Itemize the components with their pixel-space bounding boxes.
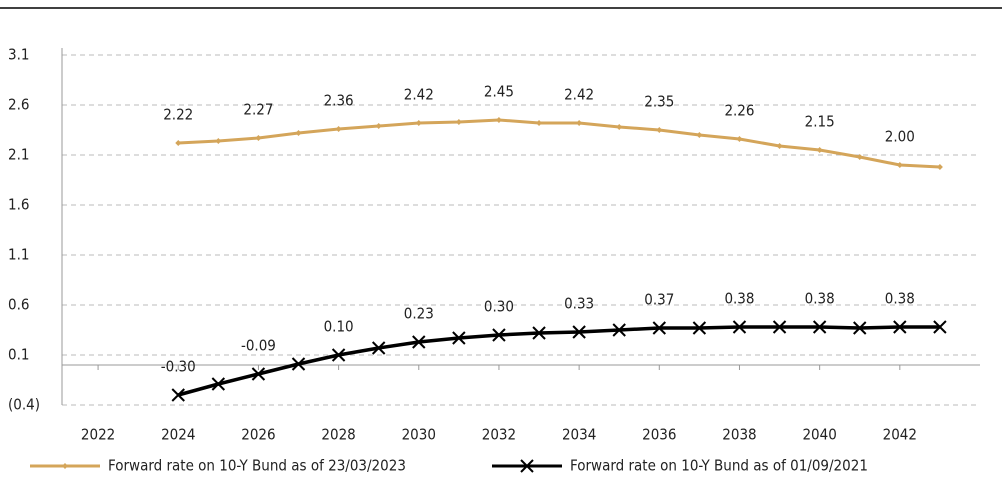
marker [576,120,583,126]
y-tick-label: 1.1 [8,246,29,264]
marker [536,120,543,126]
marker [295,130,302,136]
marker [936,164,943,170]
marker [215,138,222,144]
series-line [177,325,940,397]
y-tick-label: 2.1 [8,146,29,164]
data-label: 0.10 [324,318,354,336]
marker [255,135,262,141]
marker [532,326,546,340]
marker [495,117,502,123]
marker [812,320,827,334]
x-tick-label: 2038 [722,426,756,444]
legend-marker [520,459,534,473]
marker [175,140,182,146]
data-label: 2.42 [564,86,594,104]
marker [853,321,867,335]
marker [171,388,185,402]
marker [816,147,823,153]
data-label: 2.27 [243,101,273,119]
x-tick-label: 2024 [161,426,195,444]
data-label: -0.30 [161,358,196,376]
x-tick-label: 2036 [642,426,676,444]
x-tick-label: 2040 [802,426,836,444]
marker [331,348,346,362]
marker [656,127,663,133]
marker [736,136,743,142]
data-label: 2.35 [644,93,674,111]
data-label: 2.42 [404,86,434,104]
marker [375,123,382,129]
data-label: 2.26 [724,102,754,120]
legend-label: Forward rate on 10-Y Bund as of 23/03/20… [108,457,406,475]
marker [612,323,626,337]
data-label: 2.15 [805,113,835,131]
data-label: 0.38 [724,290,754,308]
x-tick-label: 2034 [562,426,596,444]
marker [412,335,426,349]
x-tick-label: 2030 [402,426,436,444]
marker [933,320,947,334]
x-tick-label: 2022 [81,426,115,444]
data-label: 2.00 [885,128,915,146]
marker [652,321,667,335]
marker [896,162,903,168]
marker [492,328,506,342]
legend-label: Forward rate on 10-Y Bund as of 01/09/20… [570,457,868,475]
marker [452,331,466,345]
marker [893,320,907,334]
y-tick-label: 0.6 [8,296,29,314]
marker [616,124,623,130]
y-tick-label: 0.1 [8,346,29,364]
marker [251,367,266,381]
marker [776,143,783,149]
marker [732,320,747,334]
x-tick-label: 2032 [482,426,516,444]
legend-marker [62,463,68,469]
data-label: 2.36 [324,92,354,110]
marker [692,321,707,335]
series-line [178,118,940,169]
marker [371,341,386,355]
data-label: 2.45 [484,83,514,101]
marker [291,357,306,371]
data-label: 0.23 [404,305,434,323]
data-label: 0.37 [644,291,674,309]
series: -0.30 -0.09 0.10 0.23 0.30 0.33 0.37 0.38 0.38 0.… [161,290,947,402]
y-tick-label: 1.6 [8,196,29,214]
marker [335,126,342,132]
data-label: 0.30 [484,298,514,316]
marker [211,377,226,391]
y-tick-label: (0.4) [8,396,40,414]
data-label: 0.38 [805,290,835,308]
x-tick-label: 2028 [321,426,355,444]
marker [856,154,863,160]
x-tick-label: 2042 [883,426,917,444]
data-label: 0.33 [564,295,594,313]
marker [455,119,462,125]
marker [415,120,422,126]
series: 2.22 2.27 2.36 2.42 2.45 2.42 2.35 2.26 2.15 2.00 [163,83,943,170]
data-label: 0.38 [885,290,915,308]
marker [772,320,787,334]
data-label: -0.09 [241,337,276,355]
data-label: 2.22 [163,106,193,124]
marker [696,132,703,138]
marker [572,325,586,339]
x-tick-label: 2026 [241,426,275,444]
y-tick-label: 3.1 [8,46,29,64]
y-tick-label: 2.6 [8,96,29,114]
